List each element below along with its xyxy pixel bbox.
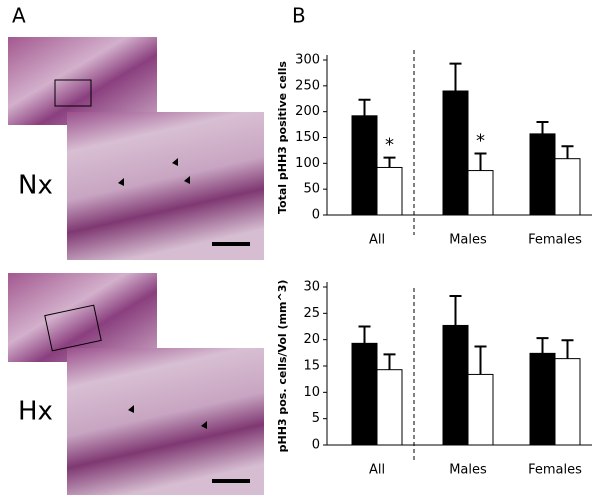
histology-hx	[8, 273, 264, 495]
error-bar	[358, 98, 371, 116]
y-tick-label: 0	[312, 208, 320, 223]
error-bar	[474, 345, 487, 375]
y-tick-label: 5	[312, 411, 320, 426]
bar	[351, 342, 378, 446]
x-tick-label: All	[369, 463, 385, 478]
error-bar	[561, 339, 574, 359]
scale-bar	[212, 242, 250, 246]
bar	[467, 170, 494, 216]
condition-label: Hx	[18, 397, 53, 427]
error-bar	[449, 62, 462, 91]
bar	[554, 158, 581, 216]
bar	[529, 352, 556, 446]
panel-label: B	[292, 4, 306, 28]
error-bar	[536, 121, 549, 134]
significance-marker: *	[385, 135, 394, 156]
y-tick-label: 50	[303, 182, 320, 197]
error-bar	[383, 353, 396, 370]
x-tick-label: Females	[528, 233, 582, 248]
y-tick-label: 25	[303, 306, 320, 321]
bar	[442, 90, 469, 216]
histology-nx	[8, 37, 264, 260]
x-tick-label: All	[369, 233, 385, 248]
error-bar	[474, 152, 487, 171]
y-tick-label: 300	[295, 53, 320, 68]
y-axis-label: Total pHH3 positive cells	[276, 61, 289, 214]
y-tick-label: 20	[303, 332, 320, 347]
image	[67, 112, 264, 260]
scale-bar	[212, 479, 250, 483]
bar	[554, 358, 581, 446]
y-axis-label: pHH3 pos. cells/Vol (mm^3)	[276, 280, 289, 453]
bar	[376, 369, 403, 446]
error-bar	[449, 294, 462, 326]
image	[8, 273, 157, 362]
bar	[442, 324, 469, 446]
bar	[529, 133, 556, 216]
bar	[467, 373, 494, 446]
y-tick-label: 150	[295, 130, 320, 145]
inset-box	[44, 304, 102, 352]
inset-box	[54, 79, 92, 107]
y-tick-label: 15	[303, 359, 320, 374]
y-tick-label: 200	[295, 104, 320, 119]
image	[67, 348, 264, 495]
x-tick-label: Females	[528, 463, 582, 478]
error-bar	[536, 337, 549, 354]
condition-label: Nx	[18, 171, 53, 201]
y-tick-label: 0	[312, 438, 320, 453]
x-tick-label: Males	[449, 233, 487, 248]
image	[8, 37, 157, 125]
error-bar	[358, 325, 371, 344]
error-bar	[383, 156, 396, 168]
panel-label: A	[12, 4, 26, 28]
bar	[351, 115, 378, 216]
bar	[376, 166, 403, 216]
y-tick-label: 10	[303, 385, 320, 400]
x-tick-label: Males	[449, 463, 487, 478]
y-tick-label: 100	[295, 156, 320, 171]
y-tick-label: 250	[295, 78, 320, 93]
significance-marker: *	[476, 131, 485, 152]
error-bar	[561, 145, 574, 159]
y-tick-label: 30	[303, 280, 320, 295]
